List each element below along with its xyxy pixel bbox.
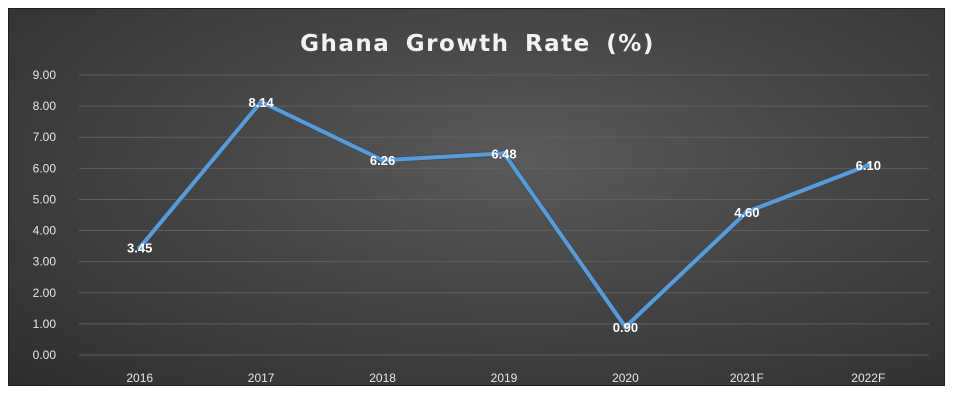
y-tick-label: 4.00 [33,224,57,238]
x-tick-label: 2016 [126,371,153,385]
data-label: 6.10 [856,158,881,173]
x-tick-label: 2018 [369,371,396,385]
y-tick-label: 7.00 [33,130,57,144]
x-tick-label: 2022F [851,371,885,385]
x-axis-tick-labels: 2016 2017 2018 2019 2020 2021F 2022F [126,371,885,385]
y-tick-label: 6.00 [33,161,57,175]
y-axis-tick-labels: 0.00 1.00 2.00 3.00 4.00 5.00 6.00 7.00 8.00 9.00 [33,68,57,362]
data-label: 3.45 [127,241,152,256]
y-tick-label: 9.00 [33,68,57,82]
data-label: 4.60 [734,205,759,220]
y-tick-label: 3.00 [33,255,57,269]
y-tick-label: 5.00 [33,192,57,206]
data-label: 6.26 [370,153,395,168]
data-label: 0.90 [613,320,638,335]
x-tick-label: 2017 [248,371,275,385]
y-tick-label: 8.00 [33,99,57,113]
x-tick-label: 2020 [612,371,639,385]
series-line-group [137,99,871,329]
data-label: 8.14 [248,95,274,110]
y-tick-label: 1.00 [33,317,57,331]
x-tick-label: 2019 [491,371,518,385]
chart-area: Ghana Growth Rate (%) 0.00 1.00 2.00 3.00 4.… [8,8,945,386]
line-chart: 0.00 1.00 2.00 3.00 4.00 5.00 6.00 7.00 8.00 9.00… [9,9,946,387]
data-label: 6.48 [491,146,516,161]
y-tick-label: 2.00 [33,286,57,300]
x-tick-label: 2021F [730,371,764,385]
y-tick-label: 0.00 [33,348,57,362]
gridlines [79,75,929,355]
